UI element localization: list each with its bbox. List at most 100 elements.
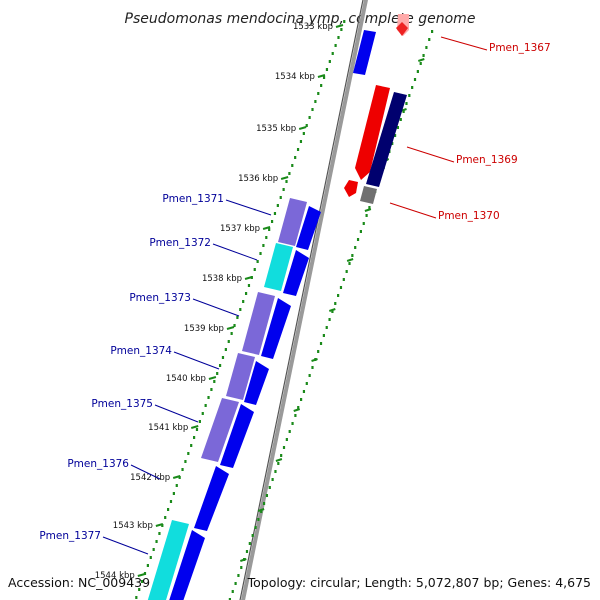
scale-dot xyxy=(155,540,158,543)
scale-dot xyxy=(149,556,152,559)
inner-scale-dot xyxy=(328,318,331,321)
cds-pmen-1375[interactable] xyxy=(220,404,254,468)
scale-dot xyxy=(143,572,147,575)
scale-dot xyxy=(135,596,138,599)
feature-track xyxy=(146,14,409,600)
inner-scale-dot xyxy=(339,286,343,289)
gene-label-pmen-1370[interactable]: Pmen_1370 xyxy=(438,210,500,222)
scale-dot xyxy=(210,388,213,391)
accession-text: Accession: NC_009439 xyxy=(8,575,150,590)
scale-dot xyxy=(296,148,300,151)
tick-label: 1534 kbp xyxy=(275,72,315,82)
gene-pmen-1367-top-marker[interactable] xyxy=(396,22,408,36)
cds-pmen-1377[interactable] xyxy=(167,530,205,600)
gene-label-pmen-1367[interactable]: Pmen_1367 xyxy=(489,42,551,54)
inner-scale-dot xyxy=(265,494,269,497)
inner-scale-dot xyxy=(405,102,408,105)
gene-pmen-1373[interactable] xyxy=(242,292,275,355)
inner-scale-dot xyxy=(425,46,428,49)
scale-dot xyxy=(305,124,308,127)
tick-label: 1540 kbp xyxy=(166,374,206,384)
reverse-gene-pmen-1370-red[interactable] xyxy=(344,180,358,197)
scale-dot xyxy=(161,524,164,527)
reverse-cds-pmen-1368[interactable] xyxy=(353,30,376,75)
major-tick xyxy=(335,24,344,28)
scale-dot xyxy=(343,20,346,23)
scale-dot xyxy=(314,100,317,103)
scale-dot xyxy=(328,60,331,63)
inner-scale-dot xyxy=(408,94,411,97)
inner-scale-dot xyxy=(297,406,300,409)
inner-scale-dot xyxy=(248,542,251,545)
scale-dot xyxy=(141,580,144,583)
inner-scale-dot xyxy=(365,214,368,217)
inner-scale-dot xyxy=(271,478,274,481)
scale-dot xyxy=(166,508,170,511)
inner-major-tick xyxy=(329,308,336,312)
gene-label-pmen-1371[interactable]: Pmen_1371 xyxy=(162,193,224,205)
reverse-gene-pmen-1370[interactable] xyxy=(360,186,377,204)
cds-pmen-1373[interactable] xyxy=(261,298,291,359)
cds-pmen-1374[interactable] xyxy=(244,361,269,405)
gene-label-pmen-1369[interactable]: Pmen_1369 xyxy=(456,154,518,166)
inner-scale-dot xyxy=(354,246,357,249)
reverse-cds-pmen-1369-dark[interactable] xyxy=(366,92,407,187)
scale-dot xyxy=(317,92,320,95)
scale-dot xyxy=(279,196,282,199)
inner-scale-dot xyxy=(428,38,431,41)
scale-ticks: 1533 kbp 1534 kbp 1535 kbp 1536 kbp 1537 kbp… xyxy=(95,20,346,599)
inner-scale-dot xyxy=(294,414,297,417)
label-leader-line xyxy=(406,146,455,163)
inner-scale-dot xyxy=(399,118,402,121)
gene-pmen-1374[interactable] xyxy=(226,353,255,400)
gene-label-pmen-1373[interactable]: Pmen_1373 xyxy=(129,292,191,304)
scale-dot xyxy=(256,260,259,263)
scale-dot xyxy=(273,212,277,215)
inner-scale-dot xyxy=(362,222,365,225)
scale-dot xyxy=(152,548,155,551)
scale-dot xyxy=(169,500,173,503)
cds-pmen-1376[interactable] xyxy=(194,466,229,531)
label-leader-line xyxy=(212,243,258,261)
gene-label-pmen-1376[interactable]: Pmen_1376 xyxy=(67,458,129,470)
scale-dot xyxy=(262,244,265,247)
inner-scale-dot xyxy=(422,54,425,57)
scale-dot xyxy=(204,404,207,407)
inner-scale-dot xyxy=(257,518,260,521)
inner-scale-dot xyxy=(311,366,314,369)
scale-dot xyxy=(198,420,201,423)
gene-label-pmen-1374[interactable]: Pmen_1374 xyxy=(110,345,172,357)
scale-dot xyxy=(224,348,227,351)
gene-label-pmen-1377[interactable]: Pmen_1377 xyxy=(39,530,101,542)
reverse-cds-pmen-1369-red[interactable] xyxy=(355,85,390,180)
scale-dot xyxy=(302,132,305,135)
scale-dot xyxy=(299,140,303,143)
gene-label-pmen-1372[interactable]: Pmen_1372 xyxy=(149,237,211,249)
gene-pmen-1371[interactable] xyxy=(278,198,307,246)
gene-pmen-1372[interactable] xyxy=(264,243,293,291)
scale-dot xyxy=(244,292,248,295)
scale-dot xyxy=(270,220,274,223)
inner-scale-dot xyxy=(348,262,351,265)
scale-dot xyxy=(334,44,337,47)
cds-pmen-1371[interactable] xyxy=(296,206,321,250)
inner-major-tick xyxy=(311,358,318,362)
gene-pmen-1377[interactable] xyxy=(146,520,189,600)
cds-pmen-1372[interactable] xyxy=(283,250,309,296)
scale-dot xyxy=(164,516,167,519)
scale-dot xyxy=(216,372,219,375)
label-leader-line xyxy=(225,199,272,216)
scale-dot xyxy=(146,564,149,567)
scale-dot xyxy=(320,84,323,87)
scale-dot xyxy=(184,460,187,463)
gene-pmen-1375[interactable] xyxy=(201,398,239,462)
gene-label-pmen-1375[interactable]: Pmen_1375 xyxy=(91,398,153,410)
tick-label: 1533 kbp xyxy=(293,22,333,32)
tick-label: 1539 kbp xyxy=(184,324,224,334)
inner-scale-dot xyxy=(334,302,337,305)
tick-label: 1537 kbp xyxy=(220,224,260,234)
tick-label: 1535 kbp xyxy=(256,124,296,134)
scale-dot xyxy=(192,436,196,439)
scale-dot xyxy=(291,164,294,167)
